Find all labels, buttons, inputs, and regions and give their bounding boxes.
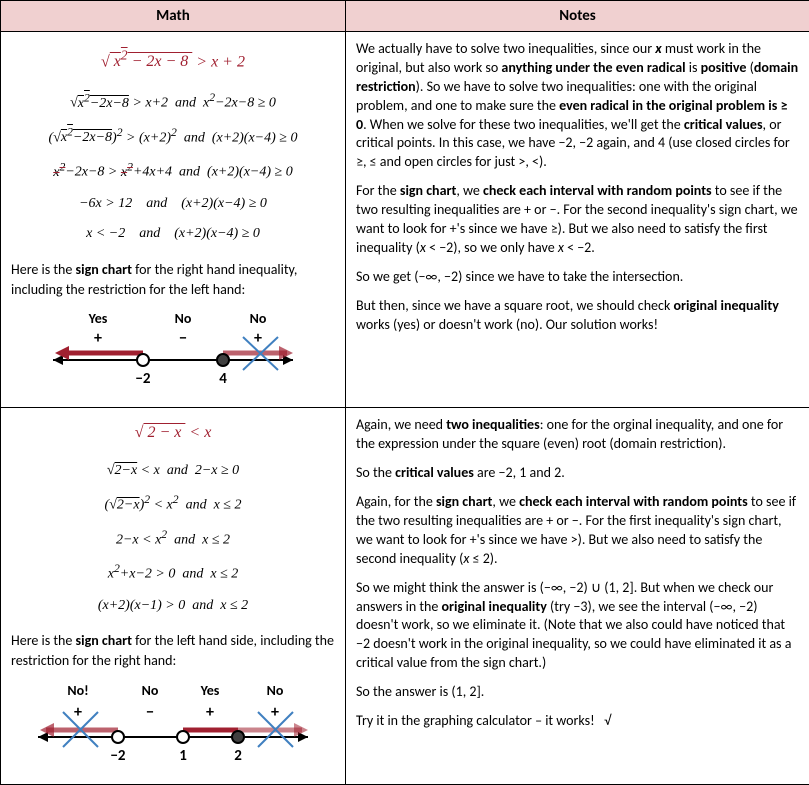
svg-text:No: No [250, 310, 267, 327]
caption-1: Here is the sign chart for the right han… [11, 260, 335, 299]
note-text: Again, for the sign chart, we check each… [356, 493, 799, 569]
math-cell-2: √ 2 − x < x √2−x < x and 2−x ≥ 0 (√2−x)2… [1, 408, 346, 784]
svg-text:+: + [94, 329, 102, 348]
note-text: Try it in the graphing calculator – it w… [356, 712, 799, 731]
svg-text:−2: −2 [110, 747, 125, 765]
svg-text:−: − [146, 703, 154, 722]
note-text: For the sign chart, we check each interv… [356, 182, 799, 258]
header-notes: Notes [346, 1, 809, 32]
work-2: √2−x < x and 2−x ≥ 0 (√2−x)2 < x2 and x … [11, 456, 335, 621]
note-text: So we get (−∞, −2) since we have to take… [356, 268, 799, 287]
svg-text:1: 1 [179, 747, 187, 765]
note-text: So we might think the answer is (−∞, −2)… [356, 579, 799, 673]
svg-text:Yes: Yes [88, 310, 108, 327]
note-text: So the critical values are −2, 1 and 2. [356, 464, 799, 483]
svg-text:No: No [142, 682, 159, 699]
note-text: But then, since we have a square root, w… [356, 297, 799, 335]
svg-text:No: No [267, 682, 284, 699]
notes-cell-2: Again, we need two inequalities: one for… [346, 408, 809, 784]
note-text: We actually have to solve two inequaliti… [356, 40, 799, 172]
svg-text:−: − [179, 329, 187, 348]
note-text: So the answer is (1, 2]. [356, 683, 799, 702]
notes-cell-1: We actually have to solve two inequaliti… [346, 32, 809, 408]
worksheet-table: Math Notes √ x2 − 2x − 8 > x + 2 √x2−2x−… [0, 0, 809, 785]
problem-2: √ 2 − x < x [11, 424, 335, 442]
sign-chart-2: No! No Yes No + − + + −2 1 2 [28, 677, 318, 772]
svg-text:+: + [74, 703, 82, 722]
table-row: √ 2 − x < x √2−x < x and 2−x ≥ 0 (√2−x)2… [1, 408, 809, 784]
caption-2: Here is the sign chart for the left hand… [11, 631, 335, 670]
svg-text:−2: −2 [135, 370, 150, 388]
svg-text:2: 2 [234, 747, 242, 765]
svg-text:Yes: Yes [200, 682, 220, 699]
svg-text:4: 4 [219, 370, 227, 388]
problem-1: √ x2 − 2x − 8 > x + 2 [11, 48, 335, 71]
svg-text:+: + [254, 329, 262, 348]
work-1: √x2−2x−8 > x+2 and x2−2x−8 ≥ 0 (√x2−2x−8… [11, 85, 335, 250]
svg-text:No!: No! [67, 682, 88, 699]
header-math: Math [1, 1, 346, 32]
svg-text:+: + [271, 703, 279, 722]
svg-text:No: No [175, 310, 192, 327]
svg-text:+: + [206, 703, 214, 722]
table-row: √ x2 − 2x − 8 > x + 2 √x2−2x−8 > x+2 and… [1, 32, 809, 408]
note-text: Again, we need two inequalities: one for… [356, 416, 799, 454]
math-cell-1: √ x2 − 2x − 8 > x + 2 √x2−2x−8 > x+2 and… [1, 32, 346, 408]
sign-chart-1: Yes No No + − + −2 4 [43, 305, 303, 395]
